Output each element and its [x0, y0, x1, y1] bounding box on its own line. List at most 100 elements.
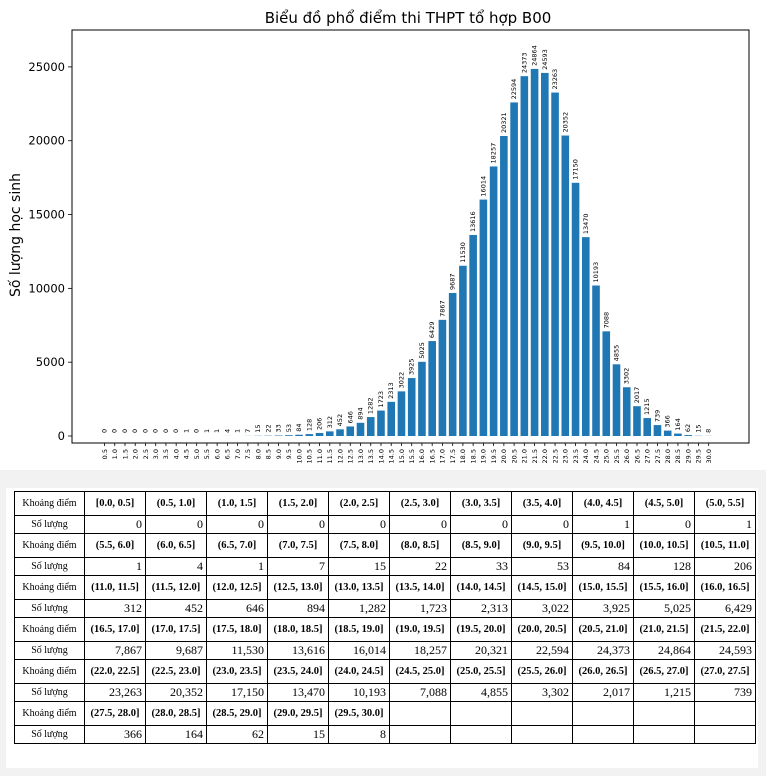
- range-cell: (28.5, 29.0]: [206, 701, 268, 726]
- x-tick-label: 7.5: [244, 449, 252, 459]
- range-cell: (13.5, 14.0]: [389, 575, 451, 600]
- range-cell: (17.0, 17.5]: [145, 617, 207, 642]
- count-cell: 2,017: [572, 683, 634, 702]
- range-cell: (4.5, 5.0]: [633, 491, 695, 516]
- bar-value-label: 62: [684, 424, 692, 432]
- bar-value-label: 0: [111, 429, 119, 433]
- bar-28.5: [674, 433, 682, 436]
- count-cell: 16,014: [328, 641, 390, 660]
- range-header-cell: Khoảng điểm: [14, 491, 85, 516]
- x-tick-label: 2.5: [142, 449, 150, 459]
- count-cell: 0: [328, 515, 390, 534]
- bar-value-label: 10193: [592, 262, 600, 283]
- chart-panel: Biểu đồ phổ điểm thi THPT tổ hợp B00 Số …: [0, 0, 766, 470]
- count-cell: 4,855: [450, 683, 512, 702]
- x-tick-label: 12.0: [336, 449, 344, 463]
- range-cell: (7.5, 8.0]: [328, 533, 390, 558]
- bar-25.5: [612, 364, 621, 436]
- range-cell: (1.5, 2.0]: [267, 491, 329, 516]
- range-row: Khoảng điểm (11.0, 11.5] (11.5, 12.0] (12.0…: [14, 575, 756, 600]
- x-tick-label: 10.0: [295, 449, 303, 463]
- count-cell: 739: [694, 683, 756, 702]
- count-cell: 1,282: [328, 599, 390, 618]
- x-tick-label: 8.5: [265, 449, 273, 459]
- range-cell: (19.5, 20.0]: [450, 617, 512, 642]
- x-tick-label: 15.0: [398, 449, 406, 463]
- count-cell: 24,373: [572, 641, 634, 660]
- x-tick-label: 13.5: [367, 449, 375, 463]
- range-cell: (21.0, 21.5]: [633, 617, 695, 642]
- count-cell: 0: [84, 515, 146, 534]
- score-distribution-table: Khoảng điểm [0.0, 0.5] (0.5, 1.0] (1.0, 1.5…: [14, 491, 756, 744]
- range-cell: [450, 701, 512, 726]
- bar-16.0: [418, 361, 426, 436]
- bar-value-label: 20321: [500, 112, 508, 133]
- x-tick-label: 23.5: [572, 449, 580, 463]
- bar-value-label: 6429: [428, 322, 436, 339]
- bar-value-label: 5025: [418, 342, 426, 359]
- bar-24.5: [592, 285, 600, 436]
- range-cell: (2.0, 2.5]: [328, 491, 390, 516]
- bar-value-label: 16014: [479, 176, 487, 197]
- bar-13.5: [366, 417, 375, 436]
- bar-16.5: [428, 341, 436, 436]
- x-tick-label: 21.0: [521, 449, 529, 463]
- x-tick-label: 22.5: [551, 449, 559, 463]
- bar-value-label: 15: [254, 424, 262, 432]
- bar-23.5: [571, 182, 580, 436]
- count-cell: 9,687: [145, 641, 207, 660]
- count-cell: 53: [511, 557, 573, 576]
- bar-14.5: [387, 401, 396, 436]
- x-tick-label: 4.5: [183, 449, 191, 459]
- range-cell: (11.0, 11.5]: [84, 575, 146, 600]
- x-tick-label: 25.0: [603, 449, 611, 463]
- x-tick-label: 27.5: [654, 449, 662, 463]
- count-cell: 33: [450, 557, 512, 576]
- count-cell: 84: [572, 557, 634, 576]
- bar-value-label: 2017: [633, 387, 641, 404]
- y-tick-label: 25000: [28, 60, 65, 74]
- x-tick-label: 11.0: [316, 449, 324, 463]
- plot-frame: [71, 29, 750, 444]
- bar-12.0: [336, 429, 344, 436]
- x-tick-label: 9.0: [275, 449, 283, 459]
- bar-value-label: 18257: [490, 143, 498, 164]
- bar-19.5: [489, 166, 498, 436]
- range-cell: (25.5, 26.0]: [511, 659, 573, 684]
- x-tick-label: 14.5: [388, 449, 396, 463]
- bar-value-label: 0: [131, 429, 139, 433]
- bar-18.5: [469, 234, 477, 436]
- bar-11.5: [325, 431, 334, 436]
- x-tick-label: 3.5: [162, 449, 170, 459]
- range-cell: (18.0, 18.5]: [267, 617, 329, 642]
- bar-17.0: [438, 319, 447, 436]
- range-cell: (17.5, 18.0]: [206, 617, 268, 642]
- count-cell: 13,616: [267, 641, 329, 660]
- bar-value-label: 1215: [643, 399, 651, 416]
- range-cell: (14.5, 15.0]: [511, 575, 573, 600]
- count-cell: 1,723: [389, 599, 451, 618]
- bar-value-label: 53: [285, 424, 293, 432]
- x-tick-label: 25.5: [613, 449, 621, 463]
- count-header-cell: Số lượng: [14, 515, 85, 534]
- x-tick-label: 19.0: [480, 449, 488, 463]
- bar-29.0: [684, 435, 692, 436]
- range-cell: [633, 701, 695, 726]
- range-cell: (9.0, 9.5]: [511, 533, 573, 558]
- range-cell: (14.0, 14.5]: [450, 575, 512, 600]
- x-tick-label: 23.0: [562, 449, 570, 463]
- count-cell: [511, 725, 573, 744]
- x-tick-label: 12.5: [347, 449, 355, 463]
- range-cell: (5.5, 6.0]: [84, 533, 146, 558]
- bar-value-label: 0: [152, 429, 160, 433]
- range-cell: [511, 701, 573, 726]
- count-cell: 206: [694, 557, 756, 576]
- count-cell: 0: [145, 515, 207, 534]
- x-tick-label: 5.5: [203, 449, 211, 459]
- bar-value-label: 15: [694, 424, 702, 432]
- x-tick-label: 20.5: [510, 449, 518, 463]
- range-cell: (26.0, 26.5]: [572, 659, 634, 684]
- range-cell: (19.0, 19.5]: [389, 617, 451, 642]
- count-header-cell: Số lượng: [14, 599, 85, 618]
- range-cell: (12.0, 12.5]: [206, 575, 268, 600]
